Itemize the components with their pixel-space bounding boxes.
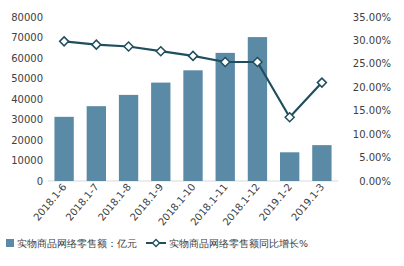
bar — [280, 152, 299, 181]
legend-label: 实物商品网络零售额：亿元 — [17, 238, 137, 249]
y2-tick — [338, 157, 341, 158]
bar — [119, 95, 138, 181]
y2-tick-label: 25.00% — [353, 58, 391, 69]
y2-tick-label: 20.00% — [353, 82, 391, 93]
y-tick — [45, 78, 48, 79]
x-tick-label: 2019.1-3 — [289, 181, 326, 223]
marker — [221, 57, 230, 66]
plot-area — [54, 37, 331, 181]
legend-item: 实物商品网络零售额：亿元 — [6, 238, 137, 249]
marker — [60, 37, 69, 46]
marker — [156, 47, 165, 56]
y2-tick — [338, 63, 341, 64]
y-tick — [45, 99, 48, 100]
legend-marker — [153, 240, 160, 247]
y-tick-label: 0 — [37, 176, 43, 187]
marker — [253, 57, 262, 66]
line — [64, 41, 322, 117]
y-tick — [45, 119, 48, 120]
bar — [87, 106, 106, 181]
bar — [54, 117, 73, 181]
y-tick-label: 60000 — [11, 53, 43, 64]
y-tick-label: 30000 — [11, 114, 43, 125]
y2-tick — [338, 134, 341, 135]
bar — [151, 83, 170, 181]
marker — [317, 78, 326, 87]
marker — [124, 42, 133, 51]
y-tick — [45, 181, 48, 182]
y-tick-label: 40000 — [11, 94, 43, 105]
bar — [183, 70, 202, 181]
marker — [92, 40, 101, 49]
y2-tick-label: 15.00% — [353, 105, 391, 116]
y-tick — [45, 58, 48, 59]
bar — [216, 53, 235, 181]
chart: 0 10000 20000 30000 40000 50000 60000 70000 8000… — [0, 0, 404, 266]
y2-tick — [338, 181, 341, 182]
y-tick-label: 10000 — [11, 155, 43, 166]
marker — [189, 51, 198, 60]
y2-tick-label: 0.00% — [359, 176, 391, 187]
bar — [312, 145, 331, 181]
y-tick-label: 80000 — [11, 12, 43, 23]
y-tick-label: 50000 — [11, 73, 43, 84]
y2-tick-label: 35.00% — [353, 12, 391, 23]
y-tick-label: 70000 — [11, 32, 43, 43]
y2-tick-label: 5.00% — [359, 152, 391, 163]
y2-tick-label: 10.00% — [353, 129, 391, 140]
y2-tick — [338, 17, 341, 18]
legend-swatch — [6, 239, 14, 247]
y-tick — [45, 17, 48, 18]
y2-tick — [338, 87, 341, 88]
y-tick — [45, 140, 48, 141]
legend-item: 实物商品网络零售额同比增长% — [146, 238, 308, 249]
y2-tick-label: 30.00% — [353, 35, 391, 46]
marker — [285, 113, 294, 122]
y-tick-label: 20000 — [11, 135, 43, 146]
y-tick — [45, 160, 48, 161]
y-tick — [45, 37, 48, 38]
x-tick-label: 2018.1-12 — [221, 181, 262, 227]
legend-label: 实物商品网络零售额同比增长% — [169, 238, 308, 249]
y2-tick — [338, 110, 341, 111]
y2-tick — [338, 40, 341, 41]
bar — [248, 37, 267, 181]
